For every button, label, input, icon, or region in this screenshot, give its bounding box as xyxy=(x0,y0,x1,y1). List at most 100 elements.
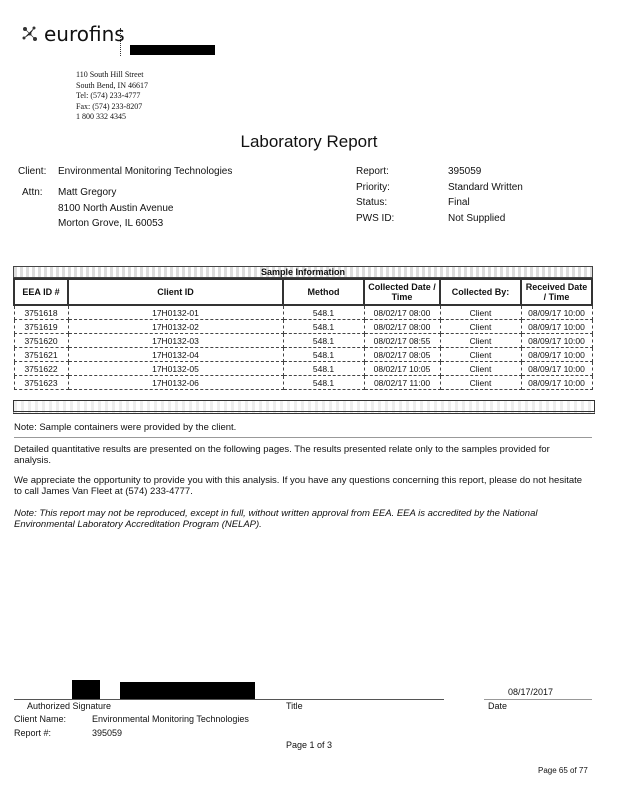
cell-eea-id: 3751620 xyxy=(13,333,69,348)
cell-collected-by: Client xyxy=(439,304,522,320)
address-line: Fax: (574) 233-8207 xyxy=(76,101,143,111)
client-name-label: Client Name: xyxy=(14,714,67,724)
redaction xyxy=(120,682,255,699)
attn-line: Morton Grove, IL 60053 xyxy=(58,218,164,229)
cell-received-date: 08/09/17 10:00 xyxy=(520,347,593,362)
cell-eea-id: 3751621 xyxy=(13,347,69,362)
pws-value: Not Supplied xyxy=(448,212,506,224)
cell-received-date: 08/09/17 10:00 xyxy=(520,361,593,376)
table-row: 3751622 17H0132-05 548.1 08/02/17 10:05 Clie… xyxy=(13,361,593,376)
title-label: Title xyxy=(286,701,303,711)
address-line: 1 800 332 4345 xyxy=(76,112,126,121)
cell-method: 548.1 xyxy=(282,347,365,362)
cell-collected-date: 08/02/17 10:05 xyxy=(363,361,441,376)
cell-method: 548.1 xyxy=(282,319,365,334)
attn-label: Attn: xyxy=(22,187,43,198)
cell-client-id: 17H0132-04 xyxy=(67,347,284,362)
cell-method: 548.1 xyxy=(282,375,365,390)
col-eea-id: EEA ID # xyxy=(13,278,69,306)
priority-value: Standard Written xyxy=(448,181,523,193)
priority-label: Priority: xyxy=(356,181,390,193)
cell-received-date: 08/09/17 10:00 xyxy=(520,333,593,348)
page-total: Page 65 of 77 xyxy=(538,766,588,775)
cell-client-id: 17H0132-01 xyxy=(67,304,284,320)
cell-collected-date: 08/02/17 08:05 xyxy=(363,347,441,362)
cell-collected-date: 08/02/17 08:00 xyxy=(363,319,441,334)
note-results: Detailed quantitative results are presen… xyxy=(14,444,550,466)
table-row: 3751619 17H0132-02 548.1 08/02/17 08:00 Clie… xyxy=(13,319,593,334)
cell-collected-by: Client xyxy=(439,361,522,376)
col-client-id: Client ID xyxy=(67,278,284,306)
status-label: Status: xyxy=(356,197,388,208)
cell-method: 548.1 xyxy=(282,304,365,320)
report-labels: Report: Priority: Status: PWS ID: xyxy=(356,164,394,226)
signature-line xyxy=(14,699,444,700)
cell-client-id: 17H0132-05 xyxy=(67,361,284,376)
logo-text: eurofins xyxy=(44,22,125,46)
note-thanks: We appreciate the opportunity to provide… xyxy=(14,475,583,497)
address-line: South Bend, IN 46617 xyxy=(76,80,148,90)
col-received-date: Received Date / Time xyxy=(520,278,593,306)
cell-collected-by: Client xyxy=(439,333,522,348)
date-line xyxy=(484,699,592,700)
cell-eea-id: 3751622 xyxy=(13,361,69,376)
cell-collected-date: 08/02/17 08:00 xyxy=(363,304,441,320)
table-row: 3751620 17H0132-03 548.1 08/02/17 08:55 Clie… xyxy=(13,333,593,348)
cell-collected-by: Client xyxy=(439,319,522,334)
date-label: Date xyxy=(488,701,508,711)
eurofins-logo: eurofins xyxy=(20,22,125,46)
cell-eea-id: 3751623 xyxy=(13,375,69,390)
cell-client-id: 17H0132-03 xyxy=(67,333,284,348)
address-line: Tel: (574) 233-4777 xyxy=(76,91,141,100)
redaction xyxy=(130,45,215,55)
note-disclaimer: Note: This report may not be reproduced,… xyxy=(14,508,538,530)
redaction xyxy=(72,680,100,699)
cell-collected-by: Client xyxy=(439,347,522,362)
cell-collected-by: Client xyxy=(439,375,522,390)
attn-line: Matt Gregory xyxy=(58,187,117,198)
report-number-value: 395059 xyxy=(92,728,123,738)
client-label: Client: xyxy=(18,166,47,177)
eurofins-molecule-icon xyxy=(22,26,37,41)
sample-information-table: Sample Information EEA ID # Client ID Me… xyxy=(13,266,593,390)
cell-eea-id: 3751619 xyxy=(13,319,69,334)
table-row: 3751618 17H0132-01 548.1 08/02/17 08:00 Clie… xyxy=(13,304,593,320)
note-containers: Note: Sample containers were provided by… xyxy=(14,422,237,433)
cell-received-date: 08/09/17 10:00 xyxy=(520,375,593,390)
report-number-label: Report #: xyxy=(14,728,52,738)
page-title: Laboratory Report xyxy=(240,132,378,151)
client-name-value: Environmental Monitoring Technologies xyxy=(92,714,249,724)
report-label: Report: xyxy=(356,166,389,177)
cell-client-id: 17H0132-06 xyxy=(67,375,284,390)
attn-line: 8100 North Austin Avenue xyxy=(58,202,174,214)
table-row: 3751623 17H0132-06 548.1 08/02/17 11:00 Clie… xyxy=(13,375,593,390)
table-row: 3751621 17H0132-04 548.1 08/02/17 08:05 Clie… xyxy=(13,347,593,362)
client-value: Environmental Monitoring Technologies xyxy=(58,166,233,177)
cell-received-date: 08/09/17 10:00 xyxy=(520,304,593,320)
page-number: Page 1 of 3 xyxy=(285,740,333,750)
divider xyxy=(14,437,592,438)
table-footer-bar xyxy=(13,400,595,414)
cell-client-id: 17H0132-02 xyxy=(67,319,284,334)
attn-block: Matt Gregory 8100 North Austin Avenue Mo… xyxy=(58,185,173,232)
cell-method: 548.1 xyxy=(282,361,365,376)
cell-collected-date: 08/02/17 08:55 xyxy=(363,333,441,348)
cell-eea-id: 3751618 xyxy=(13,304,69,320)
col-collected-date: Collected Date / Time xyxy=(363,278,441,306)
cell-received-date: 08/09/17 10:00 xyxy=(520,319,593,334)
table-header-row: EEA ID # Client ID Method Collected Date… xyxy=(13,278,593,306)
report-values: 395059 Standard Written Final Not Suppli… xyxy=(448,164,523,226)
cell-collected-date: 08/02/17 11:00 xyxy=(363,375,441,390)
logo-divider xyxy=(120,28,121,56)
col-method: Method xyxy=(282,278,365,306)
address-line: 110 South Hill Street xyxy=(76,70,144,79)
report-value: 395059 xyxy=(448,166,482,177)
table-caption: Sample Information xyxy=(13,266,593,278)
signature-date: 08/17/2017 xyxy=(508,687,554,697)
status-value: Final xyxy=(448,197,470,208)
lab-address: 110 South Hill Street South Bend, IN 466… xyxy=(76,70,148,123)
pws-label: PWS ID: xyxy=(356,212,395,224)
cell-method: 548.1 xyxy=(282,333,365,348)
col-collected-by: Collected By: xyxy=(439,278,522,306)
authorized-signature-label: Authorized Signature xyxy=(27,701,112,711)
